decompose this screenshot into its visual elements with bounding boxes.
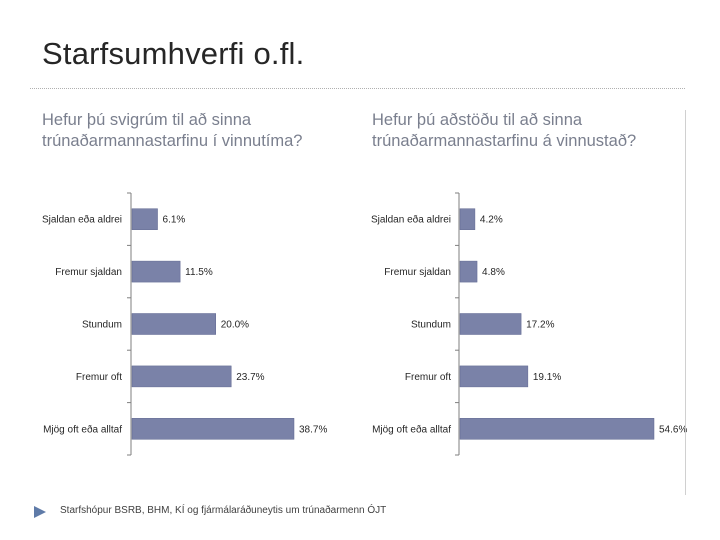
page-title: Starfsumhverfi o.fl.: [42, 36, 305, 71]
footer-source: Starfshópur BSRB, BHM, KÍ og fjármálaráð…: [60, 505, 387, 516]
chart-2-value-label: 17.2%: [526, 320, 554, 331]
chevron-right-icon: [34, 506, 46, 518]
chart-1-bar: [131, 418, 295, 440]
chart-1-category-label: Fremur oft: [76, 372, 122, 383]
chart-2-category-label: Mjög oft eða alltaf: [372, 423, 451, 435]
chart-2-bar: [459, 208, 476, 230]
chart-1-value-label: 20.0%: [221, 320, 249, 331]
chart-2-bar: [459, 260, 478, 283]
chart-2-title: Hefur þú aðstöðu til að sinna trúnaðarma…: [372, 111, 637, 150]
title-divider: [30, 88, 685, 89]
chart-1-value-label: 38.7%: [299, 424, 327, 435]
chart-1-value-label: 23.7%: [236, 372, 264, 383]
chart-1-bar: [131, 208, 158, 230]
chart-2-bar: [459, 418, 655, 440]
chart-2-bar: [459, 365, 529, 388]
right-border-line: [685, 110, 686, 495]
chart-1-value-label: 6.1%: [163, 215, 186, 226]
chart-1-bar: [131, 313, 216, 335]
chart-1-category-label: Mjög oft eða alltaf: [43, 423, 122, 435]
chart-1-category-label: Stundum: [82, 320, 122, 331]
chart-2-value-label: 4.8%: [482, 267, 505, 278]
chart-2-category-label: Sjaldan eða aldrei: [371, 214, 451, 226]
chart-1-value-label: 11.5%: [185, 267, 213, 278]
chart-2-bar: [459, 313, 522, 335]
chart-1-bar: [131, 260, 181, 283]
chart-2-value-label: 54.6%: [659, 424, 687, 435]
chart-1-title: Hefur þú svigrúm til að sinna trúnaðarma…: [42, 111, 303, 150]
chart-2-value-label: 19.1%: [533, 372, 561, 383]
chart-1-bar: [131, 365, 232, 388]
chart-1-category-label: Sjaldan eða aldrei: [42, 214, 122, 226]
chart-2-value-label: 4.2%: [480, 215, 503, 226]
chart-2-category-label: Fremur oft: [405, 372, 451, 383]
chart-2-category-label: Stundum: [411, 320, 451, 331]
chart-1-category-label: Fremur sjaldan: [55, 267, 122, 278]
chart-2-category-label: Fremur sjaldan: [384, 267, 451, 278]
